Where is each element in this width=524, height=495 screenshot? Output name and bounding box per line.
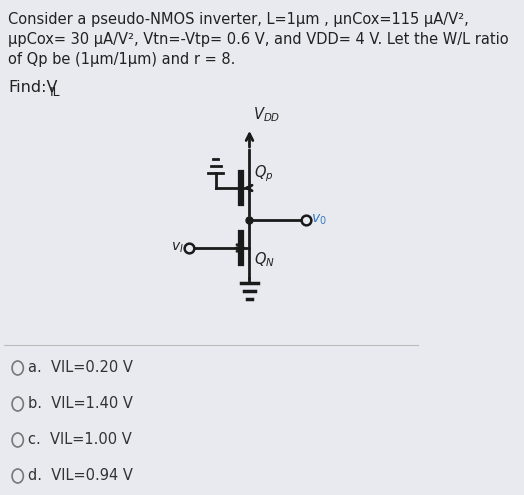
- Text: of Qp be (1μm/1μm) and r = 8.: of Qp be (1μm/1μm) and r = 8.: [8, 52, 235, 67]
- Text: $Q_p$: $Q_p$: [254, 163, 274, 184]
- Text: c.  VIL=1.00 V: c. VIL=1.00 V: [28, 433, 132, 447]
- Text: Find:V: Find:V: [8, 80, 58, 95]
- Text: $V_{DD}$: $V_{DD}$: [253, 105, 280, 124]
- Text: d.  VIL=0.94 V: d. VIL=0.94 V: [28, 468, 133, 484]
- Text: b.  VIL=1.40 V: b. VIL=1.40 V: [28, 396, 133, 411]
- Text: IL: IL: [50, 86, 61, 99]
- Text: Consider a pseudo-NMOS inverter, L=1μm , μnCox=115 μA/V²,: Consider a pseudo-NMOS inverter, L=1μm ,…: [8, 12, 469, 27]
- Text: $Q_N$: $Q_N$: [254, 250, 275, 269]
- Text: $v_I$: $v_I$: [171, 241, 184, 255]
- Text: $v_0$: $v_0$: [311, 213, 326, 227]
- Text: μpCox= 30 μA/V², Vtn=-Vtp= 0.6 V, and VDD= 4 V. Let the W/L ratio: μpCox= 30 μA/V², Vtn=-Vtp= 0.6 V, and VD…: [8, 32, 509, 47]
- Text: a.  VIL=0.20 V: a. VIL=0.20 V: [28, 360, 133, 376]
